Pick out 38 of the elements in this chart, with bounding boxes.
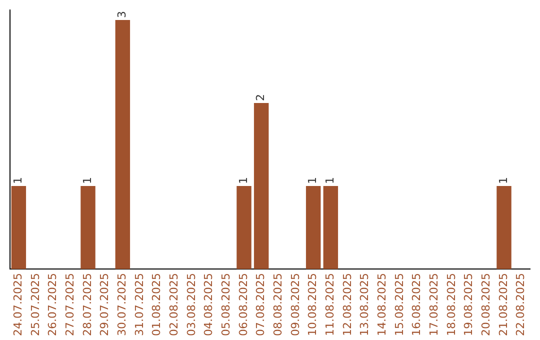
x-tick-label: 02.08.2025 xyxy=(168,273,181,336)
x-tick-label: 30.07.2025 xyxy=(116,273,129,336)
x-tick-label: 14.08.2025 xyxy=(376,273,389,336)
x-tick-label: 31.07.2025 xyxy=(132,273,146,336)
data-label: 2 xyxy=(254,94,268,101)
x-tick-label: 16.08.2025 xyxy=(410,273,424,336)
data-label: 1 xyxy=(236,177,250,184)
x-tick-label: 25.07.2025 xyxy=(28,273,42,336)
x-tick-label: 19.08.2025 xyxy=(462,273,476,336)
x-tick-label: 27.07.2025 xyxy=(64,273,77,336)
x-tick-label: 01.08.2025 xyxy=(150,273,164,336)
data-label: 1 xyxy=(306,177,320,184)
data-label: 1 xyxy=(496,177,510,184)
x-tick-label: 07.08.2025 xyxy=(254,273,268,336)
x-tick-label: 18.08.2025 xyxy=(444,273,458,336)
x-tick-label: 26.07.2025 xyxy=(46,273,60,336)
x-tick-label: 10.08.2025 xyxy=(306,273,320,336)
x-tick-label: 04.08.2025 xyxy=(202,273,216,336)
x-tick-label: 11.08.2025 xyxy=(324,273,337,336)
x-tick-label: 15.08.2025 xyxy=(392,273,406,336)
data-label: 3 xyxy=(116,10,129,18)
x-tick-label: 05.08.2025 xyxy=(220,273,233,336)
x-tick-label: 28.07.2025 xyxy=(80,273,94,336)
x-tick-label: 08.08.2025 xyxy=(272,273,285,336)
x-tick-label: 17.08.2025 xyxy=(428,273,441,336)
data-label: 1 xyxy=(12,177,25,184)
x-tick-label: 13.08.2025 xyxy=(358,273,372,336)
x-tick-label: 06.08.2025 xyxy=(236,273,250,336)
x-tick-label: 09.08.2025 xyxy=(288,273,302,336)
data-label: 1 xyxy=(324,177,337,184)
x-tick-label: 20.08.2025 xyxy=(480,273,493,336)
x-tick-label: 29.07.2025 xyxy=(98,273,112,336)
x-tick-label: 21.08.2025 xyxy=(496,273,510,336)
data-label: 1 xyxy=(80,177,94,184)
x-tick-label: 12.08.2025 xyxy=(340,273,354,336)
x-tick-label: 22.08.2025 xyxy=(514,273,528,336)
x-tick-label: 03.08.2025 xyxy=(184,273,198,336)
x-tick-label: 24.07.2025 xyxy=(12,273,25,336)
